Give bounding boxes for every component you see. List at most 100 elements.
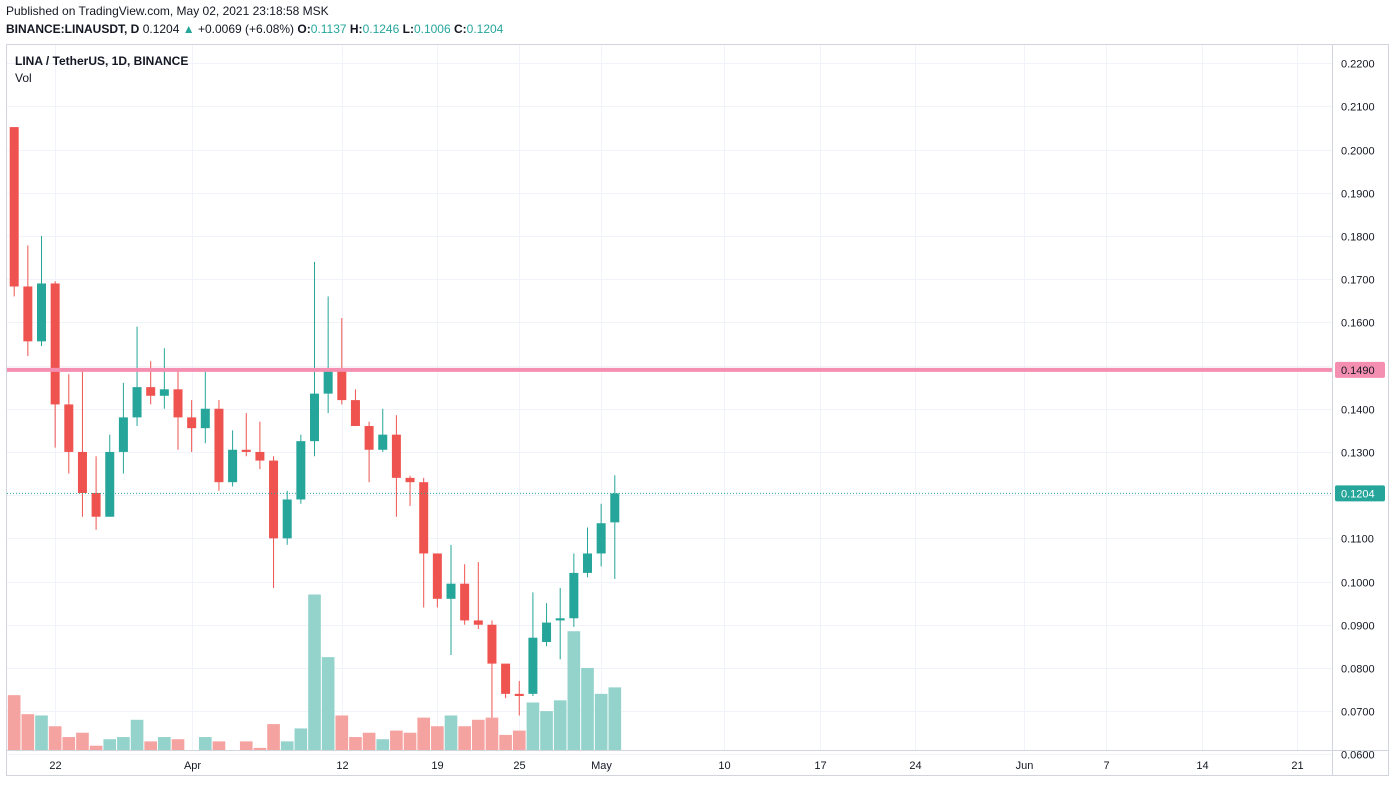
time-tick-label: Apr [184,760,201,772]
price-tick-label: 0.0600 [1341,750,1375,762]
volume-bar [321,657,335,750]
volume-legend-label: Vol [15,71,32,85]
last-price: 0.1204 [142,22,180,36]
price-tick-label: 0.0700 [1341,707,1375,719]
price-tick-label: 0.2000 [1341,146,1375,158]
candle-body [583,553,592,573]
close-value: 0.1204 [466,22,504,36]
candle-body [105,451,115,517]
volume-bar [349,737,362,750]
close-label: C: [453,22,467,36]
time-tick-label: 10 [718,760,730,772]
candle-body [9,127,19,287]
volume-bar [553,700,567,750]
candle-body [187,417,197,429]
candle-body [514,693,524,697]
open-label: O: [297,22,311,36]
price-tick-label: 0.1900 [1341,189,1375,201]
candle-body [487,624,497,664]
price-tick-label: 0.1100 [1341,534,1374,546]
volume-bar [253,747,267,750]
volume-bar [512,730,526,750]
candle-body [50,283,60,405]
volume-bars [7,594,622,750]
grid-lines [7,45,1332,755]
volume-bar [48,726,62,750]
volume-bar [76,732,89,750]
time-tick-label: 19 [431,760,443,772]
candle-body [610,493,620,523]
candle-body [542,622,552,643]
candle-body [159,389,169,396]
volume-bar [526,702,540,750]
price-change: +0.0069 (+6.08%) [197,22,295,36]
level-price-label: 0.1490 [1341,365,1375,377]
time-tick-label: 17 [814,760,826,772]
level-price-badge [1335,361,1385,378]
candle-body [432,553,442,599]
price-tick-label: 0.0900 [1341,621,1375,633]
candle-body [391,434,401,478]
candle-body [173,389,183,418]
candle-body [569,572,579,619]
volume-bar [485,717,499,750]
volume-bar [471,719,485,750]
candle-body [460,583,470,621]
volume-bar [362,732,376,750]
price-tick-label: 0.2200 [1341,59,1375,71]
candle-body [596,523,606,554]
price-tick-label: 0.1400 [1341,405,1375,417]
volume-bar [212,741,226,750]
candle-body [337,369,347,401]
chart-legend-title: LINA / TetherUS, 1D, BINANCE [15,54,189,68]
price-tick-label: 0.1000 [1341,578,1375,590]
candle-body [501,663,511,694]
candles [9,127,620,718]
time-tick-label: 21 [1291,760,1303,772]
volume-bar [499,734,512,750]
candle-body [405,477,415,483]
volume-bar [390,730,403,750]
volume-bar [130,719,144,750]
volume-bar [198,737,212,750]
chart-pane-border [6,44,1389,776]
candle-body [241,449,251,452]
candle-body [37,283,46,342]
candle-body [350,400,360,427]
candle-body [64,404,74,452]
candle-body [200,408,210,429]
candle-body [228,449,238,483]
price-tick-label: 0.1800 [1341,232,1375,244]
candle-body [555,618,565,621]
volume-bar [239,741,253,750]
published-note: Published on TradingView.com, May 02, 20… [6,4,329,18]
candle-body [296,441,306,500]
quote-line: BINANCE:LINAUSDT, D 0.1204 ▲ +0.0069 (+6… [6,22,503,36]
volume-bar [335,715,349,750]
time-axis[interactable]: 22 Apr 12 19 25 May 10 17 24 Jun 7 14 21 [49,760,1303,772]
time-tick-label: 14 [1196,760,1208,772]
candle-body [118,417,128,452]
volume-bar [103,739,117,750]
volume-bar [376,739,390,750]
volume-bar [7,695,21,750]
last-price-badge [1335,485,1385,502]
change-up-icon: ▲ [182,22,195,36]
price-tick-label: 0.2100 [1341,102,1375,114]
candle-body [473,620,483,625]
high-value: 0.1246 [362,22,400,36]
candle-body [146,387,156,396]
candle-body [269,460,279,539]
price-axis[interactable]: 0.0600 0.0700 0.0800 0.0900 0.1000 0.1100 0.12… [1335,59,1385,762]
candle-body [528,637,538,694]
candle-body [91,492,101,517]
volume-bar [171,739,185,750]
candle-body [323,369,333,394]
open-value: 0.1137 [310,22,347,36]
volume-bar [594,693,608,750]
volume-bar [308,594,321,750]
candle-body [23,286,33,342]
price-tick-label: 0.1300 [1341,448,1375,460]
volume-bar [567,631,581,750]
